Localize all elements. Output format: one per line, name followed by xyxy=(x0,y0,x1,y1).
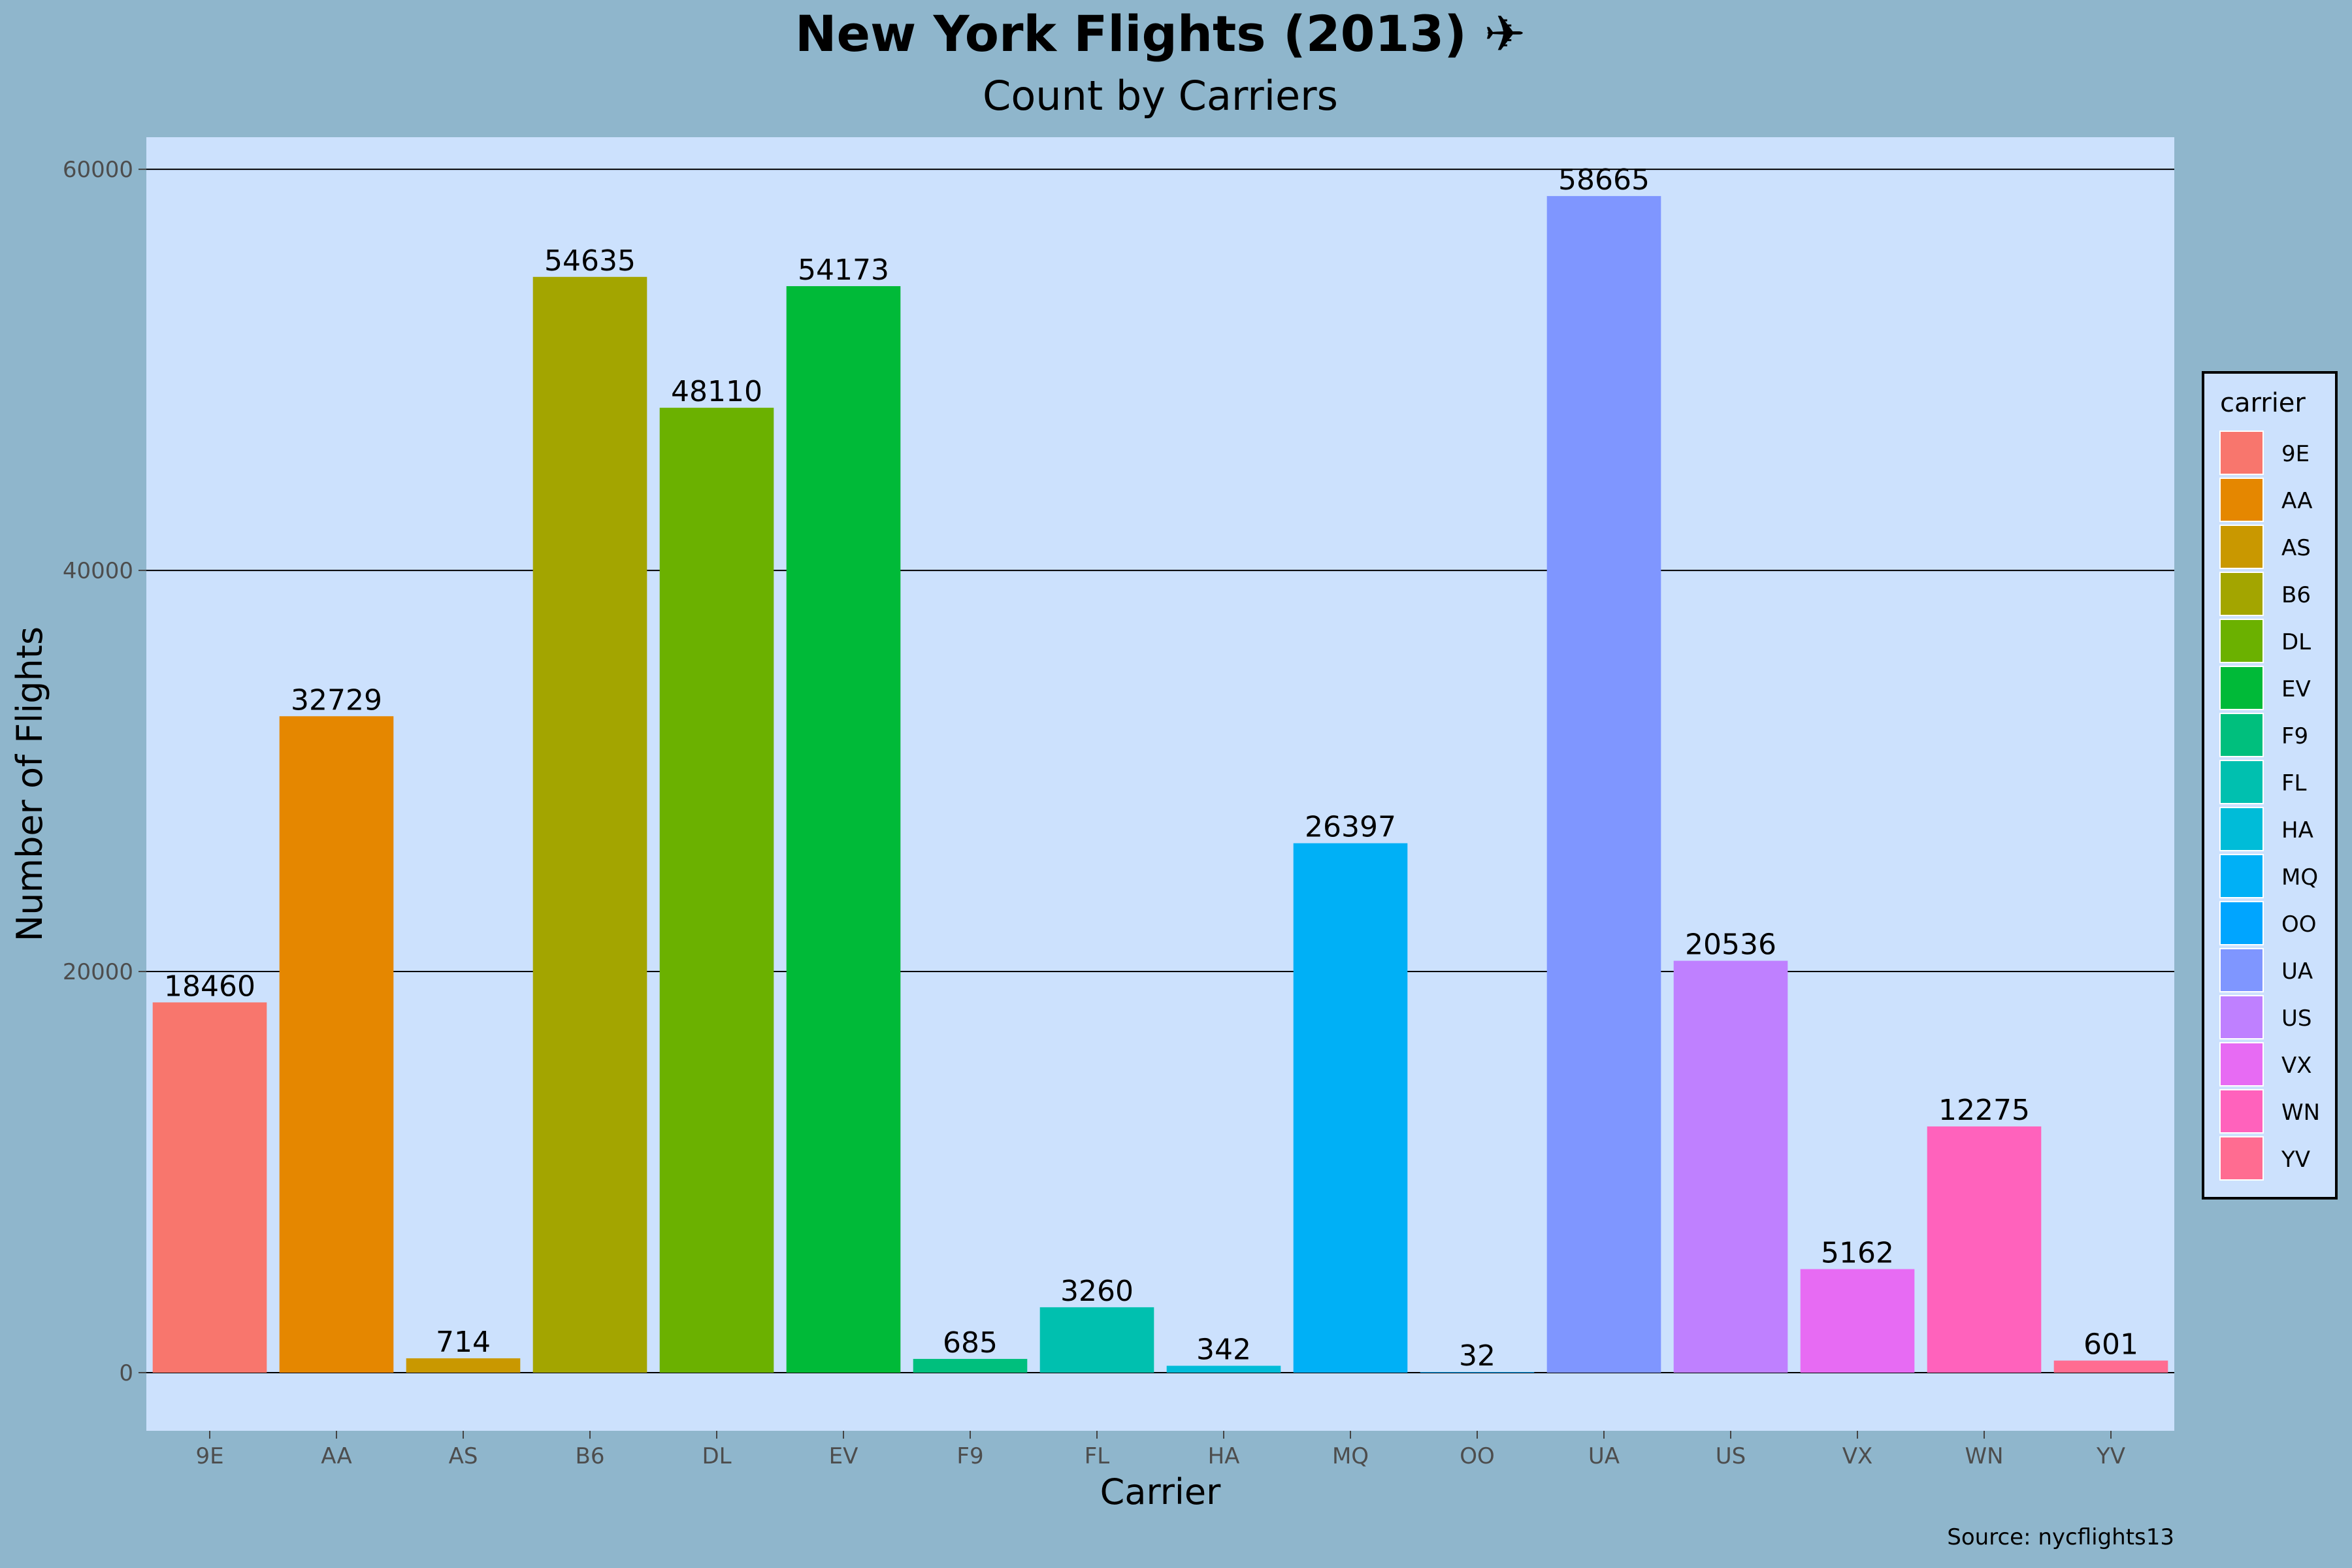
bars xyxy=(152,196,2168,1373)
legend-swatch xyxy=(2219,525,2264,569)
legend-swatch xyxy=(2219,713,2264,757)
bar-us xyxy=(1673,960,1788,1373)
data-label: 18460 xyxy=(164,970,255,1003)
legend-swatch xyxy=(2219,995,2264,1039)
legend-label: FL xyxy=(2281,770,2307,796)
bar-b6 xyxy=(532,276,647,1373)
data-label: 5162 xyxy=(1821,1237,1894,1270)
bar-wn xyxy=(1927,1126,2042,1373)
data-label: 32729 xyxy=(291,683,382,717)
legend-label: HA xyxy=(2281,817,2313,843)
x-axis-label: Carrier xyxy=(1100,1471,1221,1512)
plot-panel xyxy=(146,137,2174,1431)
data-label: 58665 xyxy=(1558,163,1650,197)
legend-swatch xyxy=(2219,1042,2264,1086)
data-label: 54173 xyxy=(798,253,889,287)
bar-dl xyxy=(659,408,774,1373)
legend-label: F9 xyxy=(2281,723,2308,749)
data-label: 32 xyxy=(1459,1339,1495,1373)
bar-aa xyxy=(279,716,394,1373)
bar-mq xyxy=(1293,843,1408,1373)
y-tick-label: 60000 xyxy=(63,157,133,183)
data-label: 601 xyxy=(2083,1328,2138,1362)
bar-ua xyxy=(1546,196,1661,1373)
legend: carrier 9E AA AS B6 DL EV F9 FL HA MQ OO UA US VX WN YV xyxy=(2202,371,2338,1200)
y-tick-label: 20000 xyxy=(63,959,133,985)
data-label: 685 xyxy=(943,1326,998,1360)
caption: Source: nycflights13 xyxy=(1947,1524,2174,1550)
legend-title: carrier xyxy=(2220,388,2306,418)
x-tick-label: DL xyxy=(702,1443,731,1469)
chart-title: New York Flights (2013) ✈ xyxy=(795,5,1526,63)
bar-9e xyxy=(152,1002,267,1373)
legend-swatch xyxy=(2219,666,2264,710)
data-label: 20536 xyxy=(1685,928,1776,962)
x-tick-label: B6 xyxy=(576,1443,605,1469)
legend-swatch xyxy=(2219,760,2264,804)
legend-label: US xyxy=(2281,1005,2311,1032)
bar-vx xyxy=(1800,1269,1915,1373)
legend-label: MQ xyxy=(2281,864,2318,890)
legend-swatch xyxy=(2219,572,2264,616)
x-tick-label: OO xyxy=(1460,1443,1495,1469)
data-label: 342 xyxy=(1196,1333,1251,1366)
legend-label: EV xyxy=(2281,676,2311,702)
data-labels: 18460 32729 714 54635 48110 54173 685 3260 342 26… xyxy=(164,163,2138,1373)
y-tick-label: 0 xyxy=(119,1360,133,1386)
legend-label: OO xyxy=(2281,911,2317,938)
data-label: 12275 xyxy=(1938,1094,2030,1127)
legend-swatch xyxy=(2219,1089,2264,1134)
x-tick-label: US xyxy=(1716,1443,1746,1469)
legend-label: 9E xyxy=(2281,441,2310,467)
legend-label: UA xyxy=(2281,958,2313,985)
legend-label: WN xyxy=(2281,1100,2320,1126)
legend-swatch xyxy=(2219,948,2264,992)
x-tick-label: EV xyxy=(829,1443,858,1469)
y-tick-label: 40000 xyxy=(63,558,133,584)
legend-swatch xyxy=(2219,901,2264,945)
legend-label: DL xyxy=(2281,629,2311,655)
legend-swatch xyxy=(2219,619,2264,663)
data-label: 48110 xyxy=(671,375,762,408)
data-label: 26397 xyxy=(1305,811,1396,844)
y-axis: 0 20000 40000 60000 xyxy=(63,157,146,1386)
x-axis: 9E AA AS B6 DL EV F9 FL HA MQ OO UA US VX WN YV xyxy=(195,1431,2125,1469)
x-tick-label: MQ xyxy=(1332,1443,1369,1469)
legend-swatch xyxy=(2219,431,2264,475)
legend-label: VX xyxy=(2281,1053,2312,1079)
x-tick-label: AA xyxy=(321,1443,351,1469)
x-tick-label: F9 xyxy=(956,1443,983,1469)
bar-as xyxy=(406,1358,521,1373)
data-label: 3260 xyxy=(1060,1275,1134,1308)
bar-fl xyxy=(1039,1307,1154,1373)
data-label: 54635 xyxy=(544,244,636,278)
x-tick-label: 9E xyxy=(195,1443,223,1469)
legend-items: 9E AA AS B6 DL EV F9 FL HA MQ OO UA US VX WN YV xyxy=(2219,431,2320,1181)
legend-label: YV xyxy=(2281,1147,2310,1173)
bar-ev xyxy=(786,286,901,1373)
bar-ha xyxy=(1166,1365,1281,1373)
legend-swatch xyxy=(2219,1136,2264,1181)
data-label: 714 xyxy=(436,1326,491,1359)
x-tick-label: FL xyxy=(1085,1443,1110,1469)
legend-label: B6 xyxy=(2281,582,2311,608)
bar-yv xyxy=(2053,1360,2168,1373)
legend-swatch xyxy=(2219,807,2264,851)
y-axis-label: Number of Flights xyxy=(9,627,50,941)
x-tick-label: YV xyxy=(2096,1443,2125,1469)
x-tick-label: AS xyxy=(449,1443,478,1469)
bar-oo xyxy=(1420,1371,1535,1373)
chart-subtitle: Count by Carriers xyxy=(983,72,1338,120)
legend-swatch xyxy=(2219,478,2264,522)
legend-swatch xyxy=(2219,854,2264,898)
x-tick-label: WN xyxy=(1965,1443,2003,1469)
bar-f9 xyxy=(913,1358,1028,1373)
x-tick-label: UA xyxy=(1588,1443,1620,1469)
legend-label: AA xyxy=(2281,488,2312,514)
x-tick-label: VX xyxy=(1842,1443,1873,1469)
legend-label: AS xyxy=(2281,535,2311,561)
x-tick-label: HA xyxy=(1208,1443,1240,1469)
